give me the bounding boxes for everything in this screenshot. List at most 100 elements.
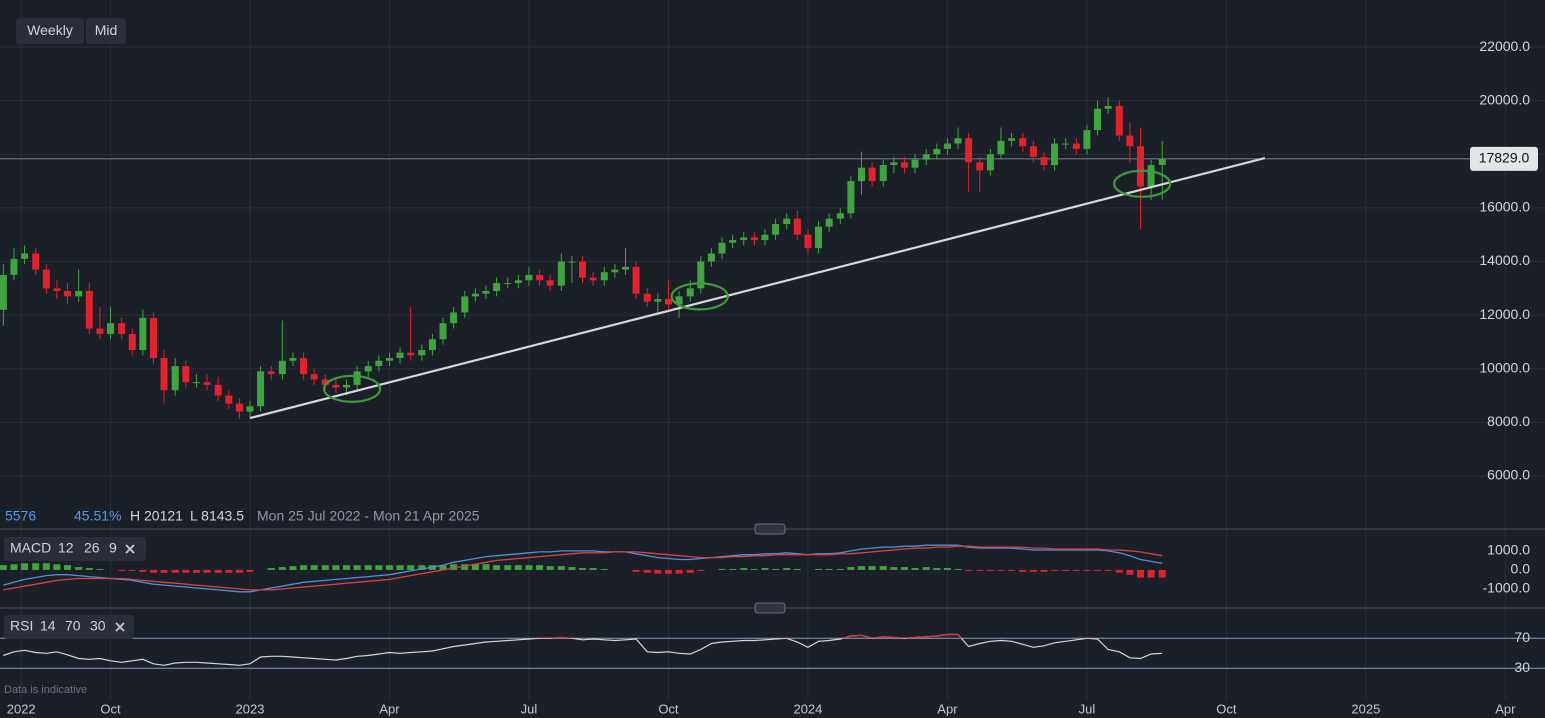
macd-histogram-bar: [310, 565, 318, 570]
macd-histogram-bar: [53, 564, 61, 570]
indicator-param: 26: [84, 540, 100, 556]
x-tick-label: Jul: [1079, 701, 1096, 716]
macd-histogram-bar: [461, 564, 469, 570]
x-tick-label: Oct: [100, 701, 121, 716]
macd-histogram-bar: [933, 568, 941, 570]
candle-body: [525, 274, 533, 281]
candle-body: [64, 291, 72, 297]
macd-histogram-bar: [697, 569, 705, 571]
macd-histogram-bar: [300, 565, 308, 570]
candle-body: [976, 162, 984, 171]
macd-line: [3, 544, 1163, 593]
macd-histogram-bar: [525, 565, 533, 570]
candle-body: [632, 266, 640, 294]
macd-histogram-bar: [514, 565, 522, 570]
highlight-ellipse: [1113, 169, 1172, 198]
candle-body: [257, 371, 265, 407]
candle-body: [289, 358, 297, 361]
candle-body: [278, 360, 286, 375]
macd-histogram-bar: [482, 564, 490, 570]
macd-histogram-bar: [1040, 569, 1048, 572]
indicator-param: 14: [40, 618, 56, 634]
candle-body: [729, 240, 737, 243]
macd-histogram-bar: [1147, 569, 1155, 578]
candle-body: [450, 312, 458, 324]
macd-histogram-bar: [353, 565, 361, 570]
macd-histogram-bar: [589, 568, 597, 570]
candle-body: [53, 288, 61, 292]
indicator-param: 9: [109, 540, 117, 556]
candle-body: [493, 282, 501, 292]
macd-histogram-bar: [321, 565, 329, 570]
remove-indicator-icon[interactable]: [115, 622, 125, 632]
macd-histogram-bar: [718, 568, 726, 570]
candle-body: [772, 223, 780, 235]
disclaimer: Data is indicative: [4, 684, 87, 696]
candle-body: [589, 277, 597, 281]
macd-histogram-bar: [375, 565, 383, 570]
macd-histogram-bar: [815, 568, 823, 570]
high-stat: H 20121: [130, 508, 183, 524]
x-tick-label: Apr: [379, 701, 400, 716]
candle-body: [922, 154, 930, 160]
change-pct: 45.51%: [74, 508, 121, 524]
x-tick-label: Jul: [521, 701, 538, 716]
candle-body: [85, 291, 93, 329]
candle-body: [1029, 146, 1037, 157]
candle-body: [568, 261, 576, 263]
macd-histogram-bar: [847, 567, 855, 570]
candle-body: [707, 253, 715, 262]
y-tick-label: 14000.0: [1479, 252, 1530, 268]
macd-histogram-bar: [675, 569, 683, 574]
macd-histogram-bar: [879, 566, 887, 570]
macd-histogram-bar: [42, 563, 50, 570]
candle-body: [1040, 156, 1048, 166]
candle-body: [868, 167, 876, 182]
legend-box: [4, 615, 134, 639]
candle-body: [954, 138, 962, 144]
candle-body: [128, 333, 136, 350]
candle-body: [375, 360, 383, 367]
candle-body: [815, 226, 823, 249]
candle-body: [364, 366, 372, 372]
macd-histogram-bar: [1062, 569, 1070, 571]
date-range: Mon 25 Jul 2022 - Mon 21 Apr 2025: [257, 508, 480, 524]
candle-body: [579, 261, 587, 278]
candle-body: [428, 339, 436, 350]
candle-body: [106, 323, 114, 334]
macd-histogram-bar: [182, 569, 190, 573]
candle-body: [718, 242, 726, 254]
candle-body: [407, 352, 415, 356]
candle-body: [342, 384, 350, 388]
macd-histogram-bar: [149, 569, 157, 573]
macd-histogram-bar: [654, 569, 662, 574]
candle-body: [761, 234, 769, 241]
macd-histogram-bar: [868, 566, 876, 570]
pane-resize-handle[interactable]: [754, 523, 786, 535]
macd-histogram-bar: [1019, 569, 1027, 572]
candle-body: [675, 296, 683, 305]
macd-histogram-bar: [664, 569, 672, 574]
macd-histogram-bar: [740, 568, 748, 570]
macd-histogram-bar: [632, 569, 640, 572]
candle-body: [611, 269, 619, 273]
remove-indicator-icon[interactable]: [125, 544, 135, 554]
candle-body: [943, 143, 951, 149]
candle-body: [96, 328, 104, 334]
candle-body: [847, 181, 855, 214]
price-type-button[interactable]: [86, 18, 126, 44]
stats-bar: 5576 45.51% H 20121 L 8143.5 Mon 25 Jul …: [5, 508, 480, 524]
candles: [0, 97, 1166, 419]
macd-histogram-bar: [965, 569, 973, 571]
y-tick-label: 22000.0: [1479, 38, 1530, 54]
macd-histogram-bar: [954, 568, 962, 570]
interval-button[interactable]: [16, 18, 84, 44]
candle-body: [171, 366, 179, 391]
macd-histogram-bar: [332, 565, 340, 570]
macd-histogram-bar: [407, 565, 415, 570]
candle-body: [1136, 146, 1144, 187]
pane-resize-handle[interactable]: [754, 602, 786, 614]
candle-body: [332, 384, 340, 388]
